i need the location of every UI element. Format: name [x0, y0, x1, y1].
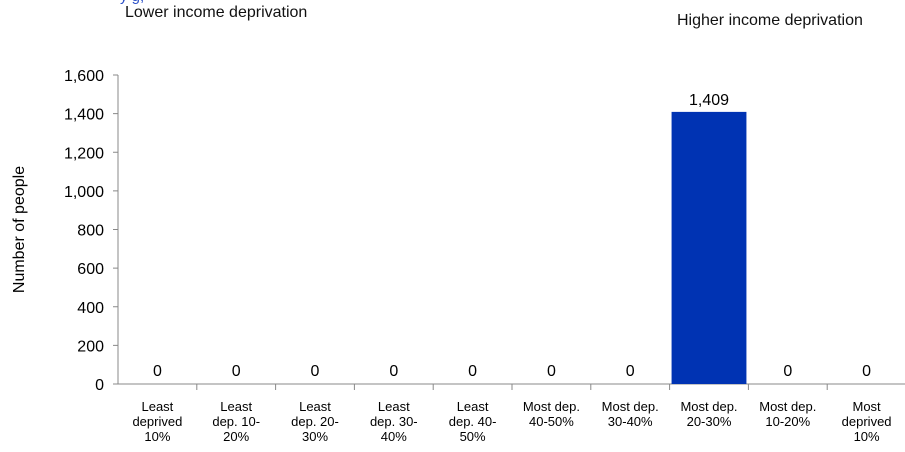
y-tick-label: 1,200: [64, 145, 104, 162]
y-tick-label: 800: [77, 223, 104, 240]
data-label: 0: [783, 363, 792, 380]
x-category-label: Most deprived 10%: [842, 399, 892, 444]
y-tick-label: 1,600: [64, 68, 104, 85]
x-category-label: Least dep. 40-50%: [449, 399, 497, 444]
clipped-title-fragment-left: y g,: [120, 0, 144, 5]
data-label: 0: [547, 363, 556, 380]
x-category-label: Most dep. 40-50%: [523, 399, 580, 429]
x-category-label: Least dep. 30-40%: [370, 399, 418, 444]
bar: [671, 111, 747, 384]
left-caption: Lower income deprivation: [125, 4, 308, 21]
y-tick-label: 1,000: [64, 184, 104, 201]
y-tick-label: 1,400: [64, 107, 104, 124]
x-category-label: Most dep. 20-30%: [680, 399, 737, 429]
x-category-label: Least dep. 20-30%: [291, 399, 339, 444]
data-label: 0: [232, 363, 241, 380]
data-label: 0: [626, 363, 635, 380]
y-tick-label: 600: [77, 261, 104, 278]
x-category-label: Most dep. 30-40%: [602, 399, 659, 429]
data-label: 0: [389, 363, 398, 380]
data-label: 1,409: [689, 92, 729, 109]
x-category-label: Least deprived 10%: [132, 399, 182, 444]
data-label: 0: [153, 363, 162, 380]
data-label: 0: [468, 363, 477, 380]
y-tick-label: 0: [95, 377, 104, 394]
data-label: 0: [862, 363, 871, 380]
y-axis-title: Number of people: [11, 166, 28, 293]
right-caption: Higher income deprivation: [677, 12, 863, 29]
y-tick-label: 400: [77, 300, 104, 317]
x-category-label: Most dep. 10-20%: [759, 399, 816, 429]
x-category-label: Least dep. 10-20%: [212, 399, 260, 444]
y-tick-label: 200: [77, 338, 104, 355]
data-label: 0: [311, 363, 320, 380]
clipped-title-strip: y g,: [0, 0, 905, 8]
